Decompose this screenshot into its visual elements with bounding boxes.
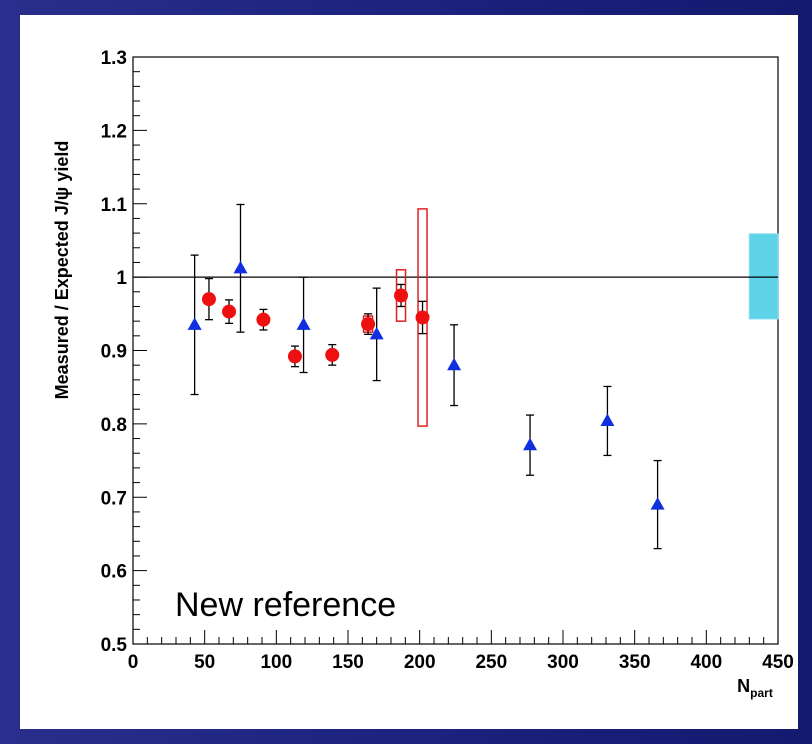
- triangle-point: [187, 317, 202, 330]
- plot-panel: 0 50 100 150 200 250 300 350 400 450 0.5 0.6 0.7 0.8 0…: [20, 15, 798, 729]
- y-tick-label: 0.7: [101, 488, 127, 509]
- global-uncertainty-box: [748, 233, 779, 320]
- triangle-point: [369, 326, 384, 340]
- x-tick-label: 350: [619, 652, 651, 673]
- y-tick-label: 0.8: [101, 415, 127, 436]
- circle-point: [201, 292, 216, 307]
- y-tick-label: 0.6: [101, 562, 127, 583]
- triangle-point: [600, 413, 615, 426]
- x-tick-label: 50: [194, 652, 215, 673]
- x-tick-label: 400: [690, 652, 722, 673]
- triangle-point: [447, 357, 462, 371]
- circle-point: [256, 312, 271, 327]
- x-axis-title-sub: part: [750, 686, 773, 700]
- y-tick-label: 1.3: [101, 48, 127, 69]
- circle-point: [394, 288, 409, 303]
- y-tick-label: 1.2: [101, 121, 127, 142]
- circle-point: [222, 304, 237, 319]
- plot-frame: [132, 56, 779, 645]
- x-tick-label: 100: [260, 652, 292, 673]
- circle-point: [287, 349, 302, 364]
- y-tick-label: 0.5: [101, 635, 128, 656]
- x-tick-label: 150: [332, 652, 364, 673]
- x-axis-title-main: N: [737, 676, 750, 696]
- annotation-new-reference: New reference: [175, 586, 396, 624]
- y-axis-title: Measured / Expected J/ψ yield: [52, 141, 72, 400]
- chart: 0 50 100 150 200 250 300 350 400 450 0.5 0.6 0.7 0.8 0…: [52, 48, 794, 700]
- circle-point: [325, 347, 340, 362]
- y-tick-label: 1.1: [101, 195, 128, 216]
- y-tick-label: 1: [116, 268, 127, 289]
- triangle-point: [650, 497, 665, 510]
- x-tick-label: 200: [404, 652, 436, 673]
- x-tick-label: 0: [128, 652, 139, 673]
- x-tick-label: 250: [475, 652, 507, 673]
- triangle-point: [523, 437, 538, 451]
- x-axis-title: Npart: [737, 676, 773, 700]
- circle-point: [415, 310, 430, 325]
- circle-point: [361, 317, 376, 332]
- x-tick-label: 300: [547, 652, 579, 673]
- triangle-point: [296, 317, 311, 330]
- y-tick-label: 0.9: [101, 342, 127, 363]
- x-tick-label: 450: [762, 652, 794, 673]
- triangle-point: [233, 260, 248, 274]
